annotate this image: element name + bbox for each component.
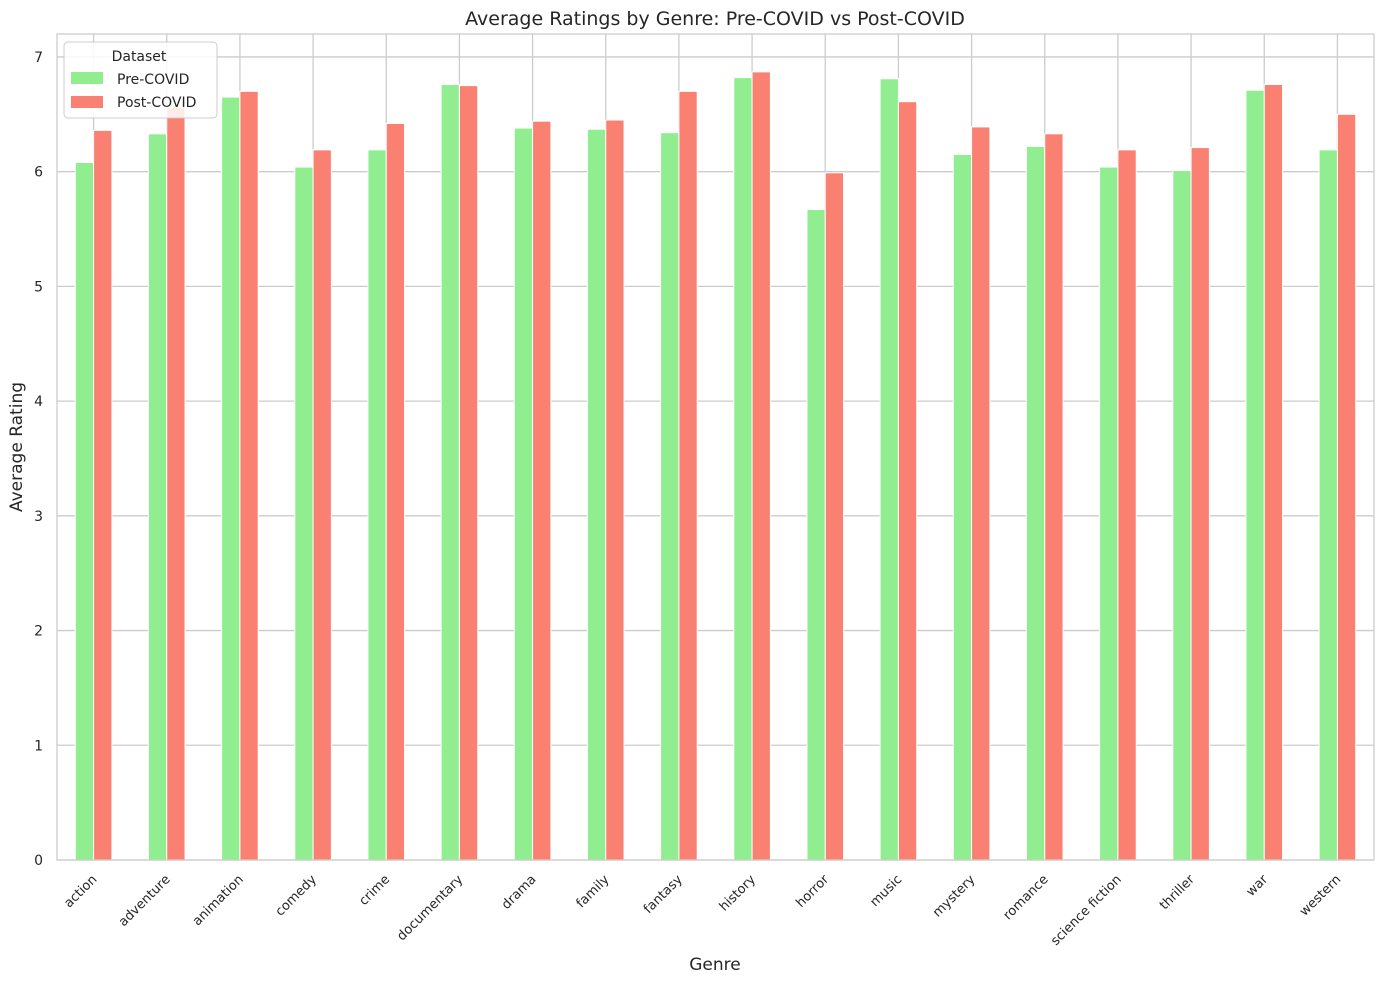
bar-pre-covid-animation (221, 96, 241, 861)
x-tick-label-action: action (62, 872, 101, 911)
x-tick-label-thriller: thriller (1157, 872, 1198, 913)
bar-post-covid-adventure (166, 106, 186, 861)
bar-pre-covid-family (586, 128, 607, 861)
y-axis-label: Average Rating (7, 382, 27, 512)
bar-pre-covid-romance (1025, 145, 1046, 861)
bar-pre-covid-music (879, 78, 899, 861)
bar-post-covid-western (1336, 113, 1357, 861)
x-tick-label-animation: animation (190, 872, 247, 929)
bar-post-covid-romance (1044, 133, 1064, 861)
chart-title: Average Ratings by Genre: Pre-COVID vs P… (465, 8, 965, 30)
y-tick-labels: 0 1 2 3 4 5 6 7 (34, 50, 43, 869)
legend-swatch-post-covid (71, 96, 103, 108)
y-tick-label: 4 (34, 394, 43, 410)
legend-title: Dataset (112, 49, 167, 65)
bar-pre-covid-action (74, 161, 95, 861)
bar-post-covid-thriller (1190, 147, 1210, 861)
x-tick-label-western: western (1297, 872, 1344, 919)
x-tick-label-horror: horror (793, 872, 832, 911)
bar-post-covid-drama (532, 120, 552, 861)
bar-post-covid-music (897, 101, 918, 861)
bar-post-covid-horror (824, 172, 845, 861)
bar-post-covid-crime (385, 122, 406, 861)
bar-post-covid-family (605, 119, 625, 861)
bar-post-covid-war (1263, 83, 1284, 861)
x-tick-label-science-fiction: science fiction (1048, 872, 1125, 949)
x-tick-label-crime: crime (356, 872, 393, 909)
bar-pre-covid-history (733, 77, 753, 861)
x-axis-label: Genre (689, 955, 740, 975)
legend: Dataset Pre-COVID Post-COVID (63, 41, 218, 119)
bar-pre-covid-thriller (1172, 170, 1192, 861)
plot-frame (56, 33, 1375, 861)
bar-pre-covid-horror (806, 209, 826, 861)
y-tick-label: 6 (34, 165, 43, 181)
y-tick-label: 2 (34, 624, 43, 640)
bar-pre-covid-documentary (440, 83, 460, 861)
legend-label-pre-covid: Pre-COVID (117, 72, 189, 88)
bar-post-covid-fantasy (678, 90, 698, 861)
bar-post-covid-mystery (971, 126, 991, 861)
x-tick-label-drama: drama (499, 872, 539, 912)
x-tick-label-mystery: mystery (930, 872, 978, 920)
bar-pre-covid-crime (367, 149, 387, 861)
x-tick-label-war: war (1244, 872, 1272, 900)
bar-pre-covid-drama (513, 127, 534, 861)
x-tick-label-documentary: documentary (394, 872, 466, 944)
bars-layer (74, 71, 1357, 861)
x-tick-label-family: family (574, 872, 613, 911)
x-tick-label-history: history (717, 872, 759, 914)
x-tick-label-comedy: comedy (273, 872, 320, 919)
bar-pre-covid-western (1318, 149, 1338, 861)
x-tick-labels: action adventure animation comedy crime docum… (62, 872, 1345, 949)
bar-pre-covid-mystery (952, 153, 973, 861)
x-tick-label-fantasy: fantasy (641, 872, 686, 917)
bar-pre-covid-science-fiction (1099, 166, 1119, 861)
x-tick-label-adventure: adventure (116, 872, 174, 930)
bar-post-covid-action (93, 129, 113, 861)
bar-post-covid-history (751, 71, 771, 861)
bar-post-covid-animation (239, 90, 259, 861)
bar-post-covid-documentary (458, 85, 479, 861)
bar-pre-covid-war (1245, 89, 1265, 861)
y-tick-label: 1 (34, 738, 43, 754)
bar-pre-covid-adventure (147, 133, 168, 861)
legend-label-post-covid: Post-COVID (117, 95, 196, 111)
bar-post-covid-comedy (312, 149, 332, 861)
x-tick-label-romance: romance (1001, 872, 1052, 923)
y-tick-label: 5 (34, 279, 43, 295)
bar-pre-covid-comedy (294, 166, 314, 861)
bar-post-covid-science-fiction (1117, 149, 1137, 861)
y-tick-label: 0 (34, 853, 43, 869)
x-tick-label-music: music (867, 872, 905, 910)
y-tick-label: 7 (34, 50, 43, 66)
bar-pre-covid-fantasy (660, 132, 680, 861)
legend-swatch-pre-covid (71, 72, 103, 84)
y-tick-label: 3 (34, 509, 43, 525)
